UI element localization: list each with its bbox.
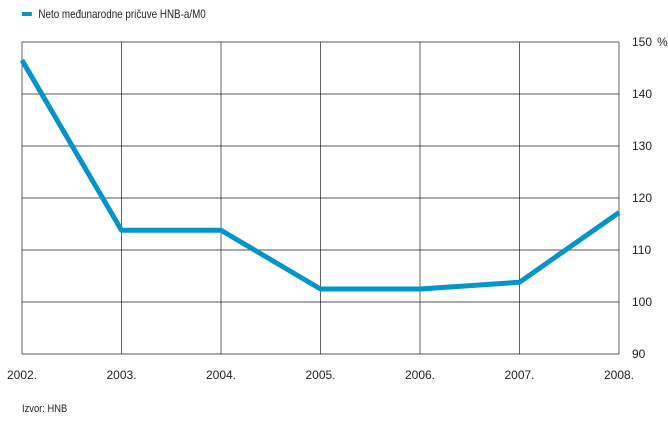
series-group bbox=[19, 58, 621, 292]
chart-grid bbox=[21, 41, 620, 355]
y-axis-labels: 90 100 110 120 130 140 150% bbox=[632, 35, 668, 361]
y-tick-label: 90 bbox=[632, 347, 646, 361]
legend-swatch bbox=[22, 12, 32, 16]
legend-label: Neto međunarodne pričuve HNB-a/M0 bbox=[38, 7, 206, 21]
y-tick-label: 120 bbox=[632, 191, 652, 205]
y-tick-label: 110 bbox=[632, 243, 651, 257]
y-tick-label: 140 bbox=[632, 87, 652, 101]
chart-legend: Neto međunarodne pričuve HNB-a/M0 bbox=[22, 7, 206, 21]
y-tick-label: 100 bbox=[632, 295, 652, 309]
x-tick-label: 2006. bbox=[405, 368, 435, 382]
y-tick-label: 130 bbox=[632, 139, 652, 153]
x-tick-label: 2005. bbox=[305, 368, 335, 382]
x-tick-label: 2007. bbox=[504, 368, 534, 382]
x-tick-label: 2002. bbox=[7, 368, 37, 382]
x-tick-label: 2003. bbox=[106, 368, 136, 382]
y-tick-label: 150 bbox=[632, 35, 652, 49]
y-unit-label: % bbox=[657, 35, 668, 49]
x-tick-label: 2008. bbox=[604, 368, 634, 382]
x-tick-label: 2004. bbox=[206, 368, 236, 382]
x-axis-labels: 2002. 2003. 2004. 2005. 2006. 2007. 2008. bbox=[7, 368, 634, 382]
source-note: Izvor: HNB bbox=[22, 403, 68, 415]
